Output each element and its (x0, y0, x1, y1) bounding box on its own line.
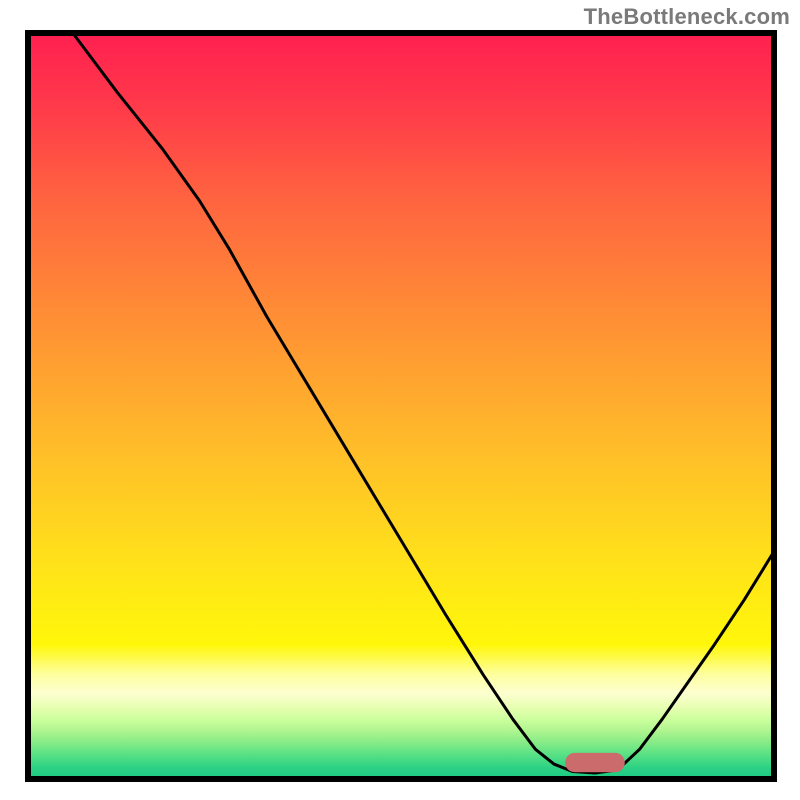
plot-svg (25, 30, 777, 782)
plot-area (25, 30, 777, 782)
watermark-text: TheBottleneck.com (584, 4, 790, 30)
plot-background (28, 33, 774, 779)
minimum-marker (565, 753, 625, 772)
figure-container: TheBottleneck.com (0, 0, 800, 800)
